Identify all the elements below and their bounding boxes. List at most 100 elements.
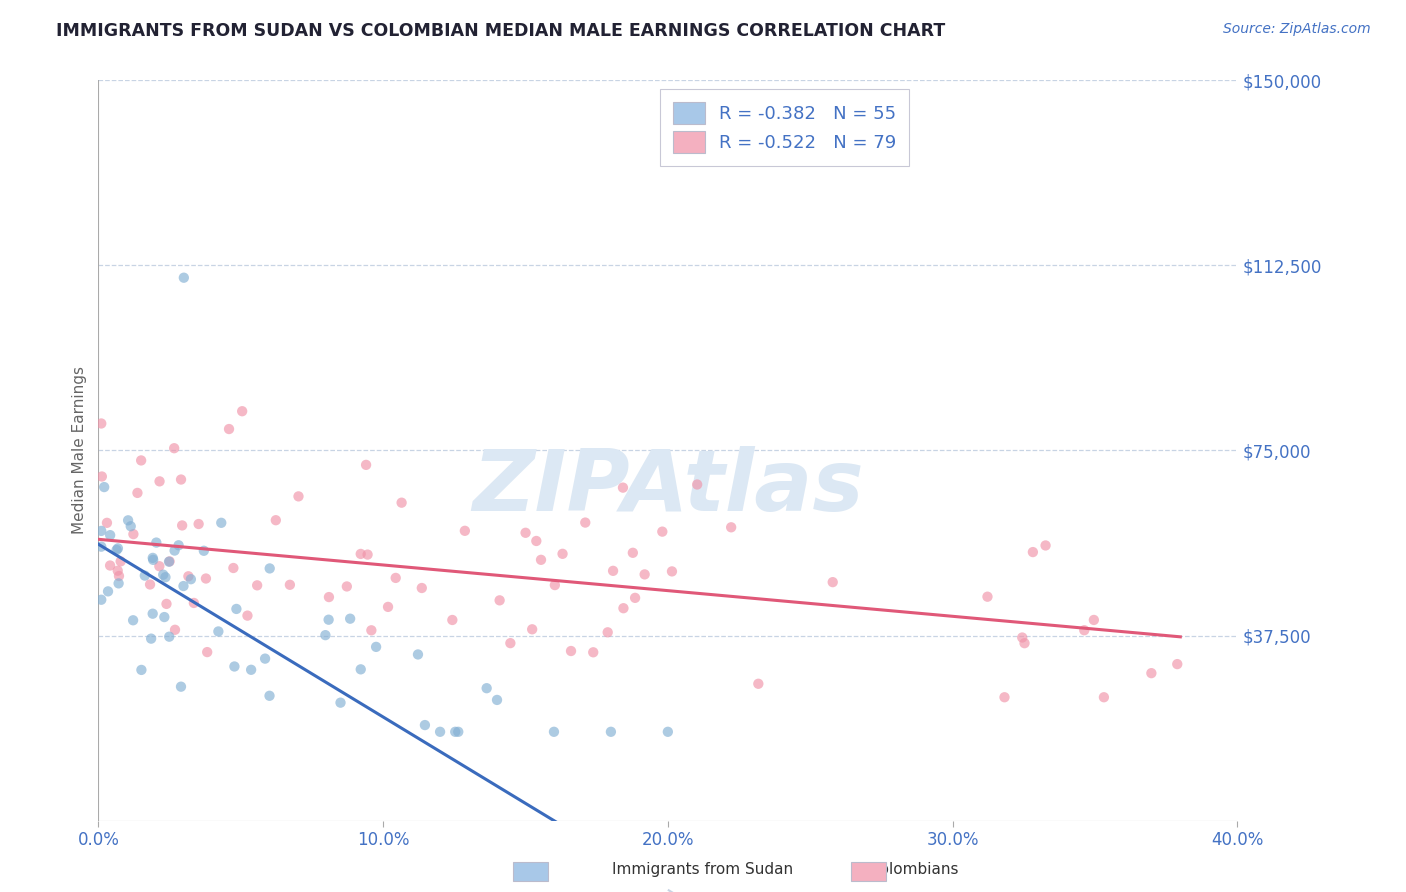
Point — [1166, 657, 1188, 672]
Point — [155, 597, 177, 611]
Point — [131, 663, 153, 677]
Point — [194, 572, 217, 586]
Point — [377, 599, 399, 614]
Point — [172, 518, 194, 533]
Point — [240, 663, 263, 677]
Point — [152, 567, 174, 582]
Point — [157, 555, 180, 569]
Point — [600, 724, 623, 739]
Point — [406, 648, 429, 662]
Point — [259, 689, 281, 703]
Point — [339, 612, 361, 626]
Point — [543, 724, 565, 739]
Text: ZIPAtlas: ZIPAtlas — [472, 446, 863, 529]
Point — [530, 553, 553, 567]
Point — [391, 496, 413, 510]
Point — [231, 404, 253, 418]
Point — [582, 645, 605, 659]
Point — [127, 486, 149, 500]
Point — [90, 592, 112, 607]
Point — [180, 572, 202, 586]
Point — [411, 581, 433, 595]
Y-axis label: Median Male Earnings: Median Male Earnings — [72, 367, 87, 534]
Point — [122, 527, 145, 541]
Point — [108, 569, 131, 583]
Point — [1014, 636, 1036, 650]
Point — [142, 607, 165, 621]
Point — [486, 693, 509, 707]
Point — [157, 630, 180, 644]
Point — [163, 441, 186, 455]
Point — [177, 569, 200, 583]
Text: Colombians: Colombians — [869, 863, 959, 877]
Point — [187, 516, 209, 531]
Point — [148, 475, 170, 489]
Point — [142, 553, 165, 567]
Point — [520, 622, 543, 636]
Point — [159, 554, 181, 568]
Point — [172, 579, 194, 593]
Point — [139, 577, 162, 591]
Point — [544, 578, 567, 592]
Point — [93, 480, 115, 494]
Point — [105, 543, 128, 558]
Point — [661, 565, 683, 579]
Point — [499, 636, 522, 650]
Text: Source: ZipAtlas.com: Source: ZipAtlas.com — [1223, 22, 1371, 37]
Point — [720, 520, 742, 534]
Point — [429, 724, 451, 739]
Point — [657, 724, 679, 739]
Point — [596, 625, 619, 640]
Point — [1022, 545, 1045, 559]
Point — [624, 591, 647, 605]
Point — [278, 578, 301, 592]
Point — [134, 568, 156, 582]
Point — [254, 651, 277, 665]
Point — [1011, 631, 1033, 645]
Point — [356, 548, 378, 562]
Point — [574, 516, 596, 530]
Point — [139, 632, 162, 646]
Point — [183, 596, 205, 610]
Point — [976, 590, 998, 604]
Point — [354, 458, 377, 472]
Point — [148, 559, 170, 574]
Point — [218, 422, 240, 436]
Point — [413, 718, 436, 732]
Point — [441, 613, 464, 627]
Point — [318, 590, 340, 604]
Point — [120, 519, 142, 533]
Point — [350, 547, 373, 561]
Point — [1035, 539, 1057, 553]
Point — [155, 570, 177, 584]
Point — [360, 624, 382, 638]
Point — [173, 270, 195, 285]
Point — [167, 538, 190, 552]
Point — [122, 613, 145, 627]
Point — [524, 533, 547, 548]
Point — [90, 417, 112, 431]
Point — [384, 571, 406, 585]
Point — [145, 535, 167, 549]
Point — [90, 540, 112, 554]
Point — [651, 524, 673, 539]
Point — [207, 624, 229, 639]
Point — [314, 628, 336, 642]
Point — [163, 623, 186, 637]
Point — [246, 578, 269, 592]
Point — [259, 561, 281, 575]
Point — [224, 659, 246, 673]
Point — [551, 547, 574, 561]
Point — [107, 576, 129, 591]
Point — [98, 558, 121, 573]
Point — [454, 524, 477, 538]
Point — [96, 516, 118, 530]
Point — [170, 473, 193, 487]
Point — [621, 546, 644, 560]
Point — [107, 541, 129, 556]
Point — [821, 575, 844, 590]
Point — [447, 724, 470, 739]
Point — [98, 528, 121, 542]
Point — [488, 593, 510, 607]
Point — [287, 489, 309, 503]
